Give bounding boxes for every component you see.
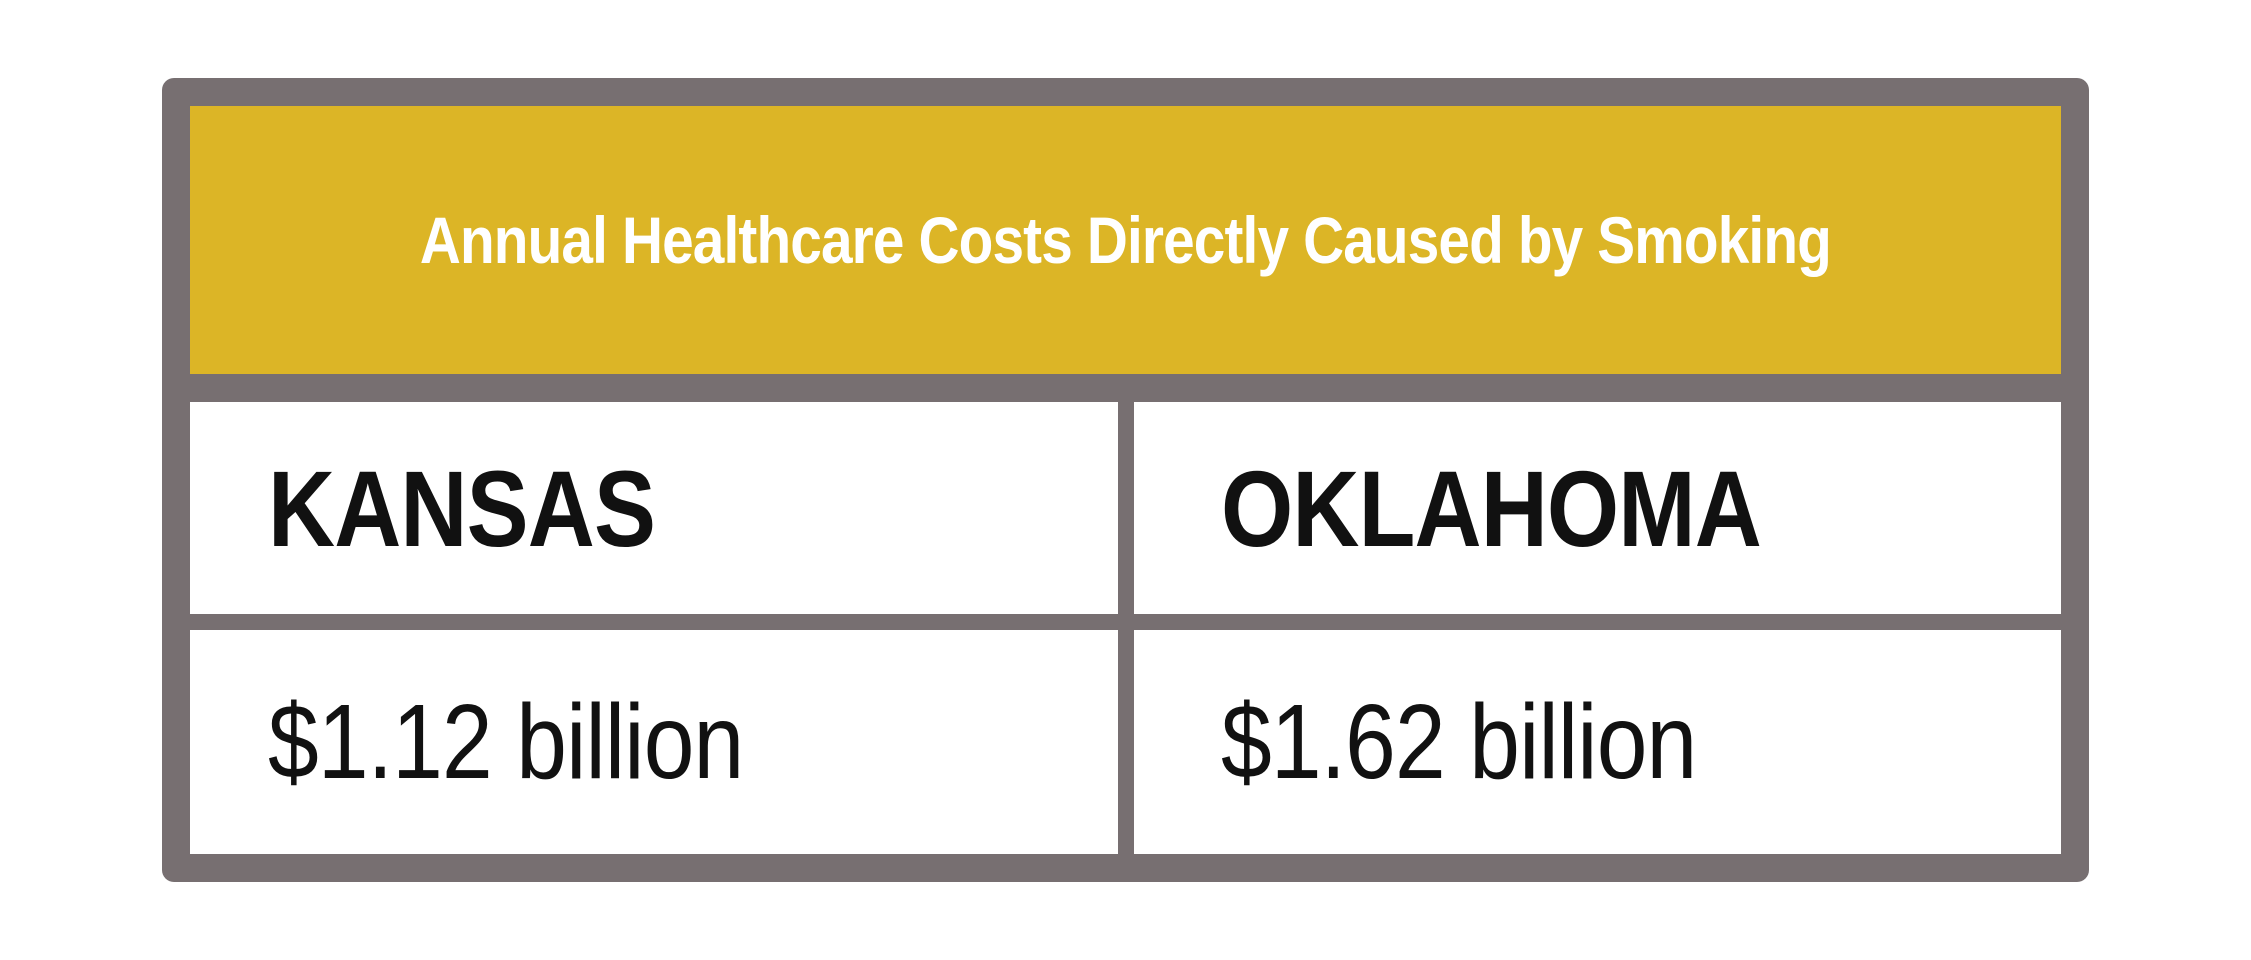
cost-table: Annual Healthcare Costs Directly Caused … — [162, 78, 2089, 882]
table-title: Annual Healthcare Costs Directly Caused … — [419, 203, 1832, 277]
cost-value: $1.12 billion — [268, 682, 744, 801]
cost-value: $1.62 billion — [1221, 682, 1697, 801]
state-cell-oklahoma: OKLAHOMA — [1134, 402, 2061, 614]
table-grid: Annual Healthcare Costs Directly Caused … — [190, 106, 2061, 854]
table-header: Annual Healthcare Costs Directly Caused … — [190, 106, 2061, 374]
cost-cell-oklahoma: $1.62 billion — [1134, 630, 2061, 854]
state-cell-kansas: KANSAS — [190, 402, 1118, 614]
state-name: KANSAS — [268, 447, 656, 569]
cost-cell-kansas: $1.12 billion — [190, 630, 1118, 854]
state-name: OKLAHOMA — [1221, 447, 1762, 569]
